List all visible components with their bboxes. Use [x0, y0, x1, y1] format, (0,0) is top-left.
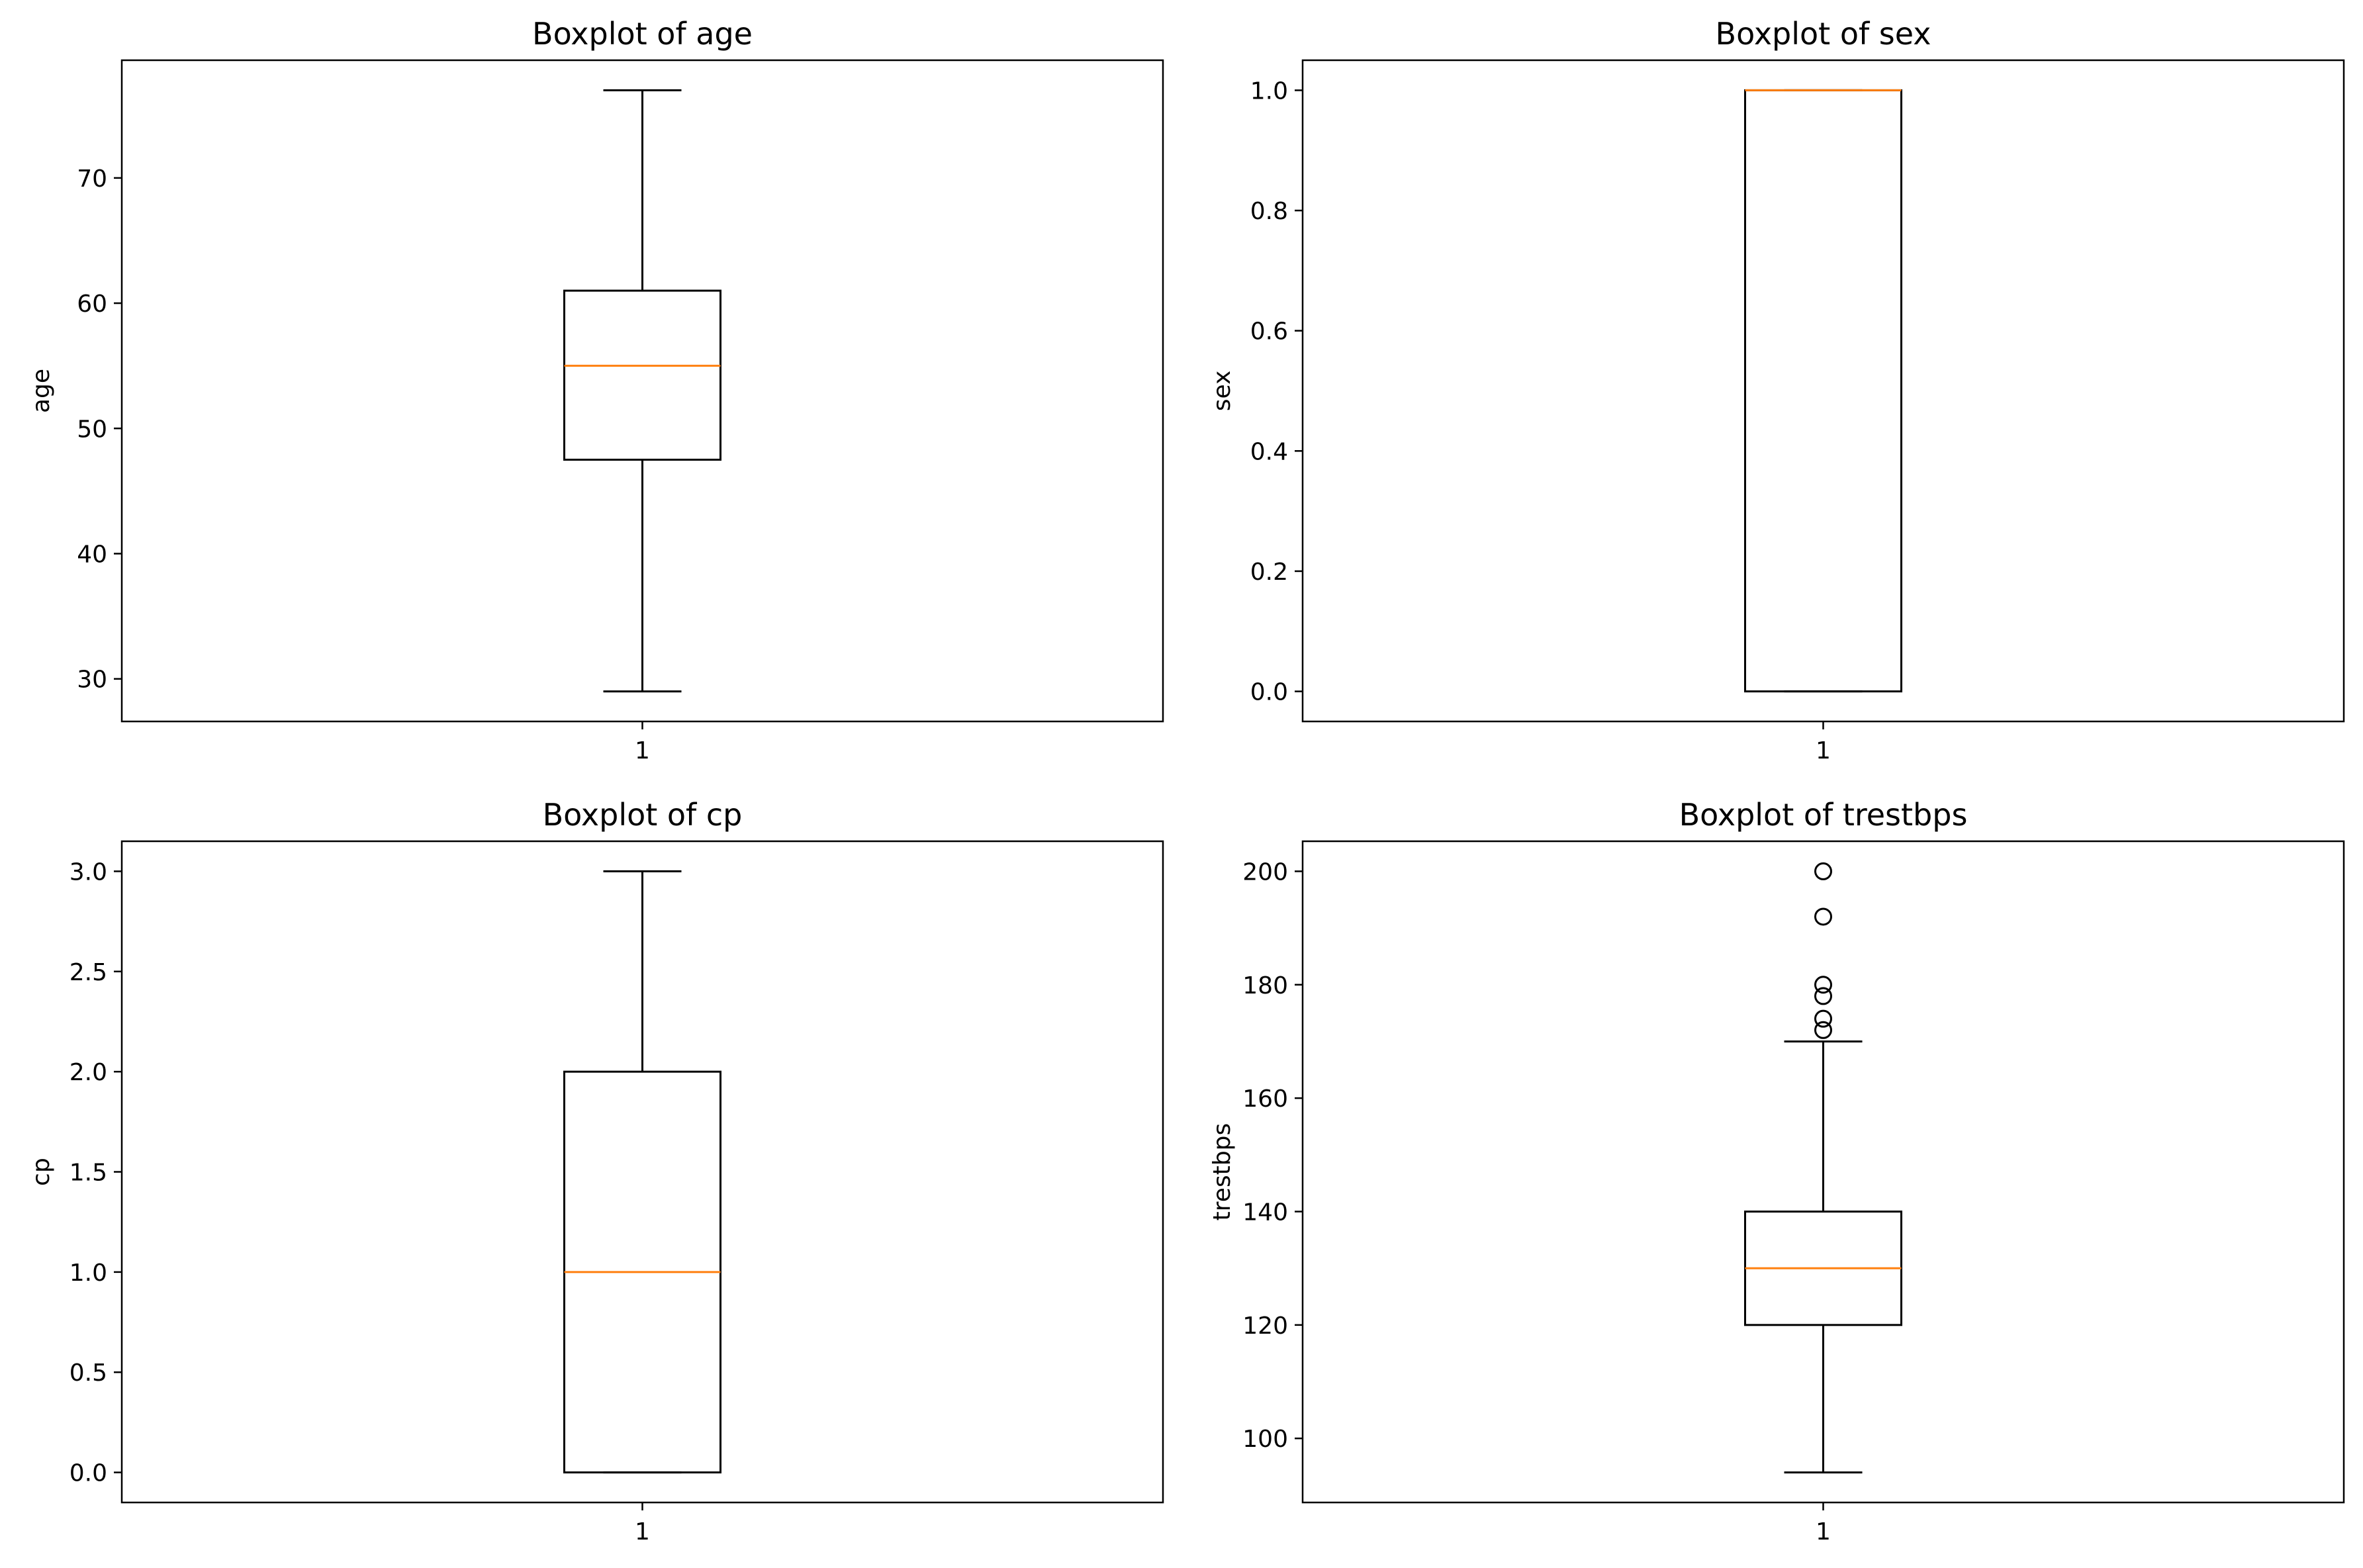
x-tick-label: 1	[1816, 737, 1831, 764]
y-axis-label: cp	[28, 1158, 55, 1186]
subplot-2: Boxplot of sex sex 0.0 0.2 0.4 0.6 0.8 1.0 1	[1209, 16, 2345, 764]
subplot-1: Boxplot of age age 30 40 50 60 70 1	[28, 16, 1164, 764]
y-tick-label: 200	[1242, 858, 1288, 886]
y-tick-label: 2.0	[70, 1059, 107, 1086]
outlier-point	[1814, 976, 1832, 994]
y-tick-label: 70	[77, 165, 107, 193]
y-tick-label: 1.0	[70, 1260, 107, 1287]
subplot-3: Boxplot of cp cp 0.0 0.5 1.0 1.5 2.0 2.5 3.0 1	[28, 797, 1164, 1545]
y-tick-label: 160	[1242, 1085, 1288, 1113]
y-tick-label: 100	[1242, 1426, 1288, 1453]
y-tick-label: 0.0	[70, 1460, 107, 1487]
x-tick-label: 1	[635, 737, 650, 764]
y-axis-label: age	[28, 369, 55, 413]
y-tick-label: 0.6	[1250, 318, 1288, 346]
x-tick-label: 1	[635, 1518, 650, 1545]
y-tick-label: 0.8	[1250, 198, 1288, 225]
y-tick-label: 0.4	[1250, 438, 1288, 465]
y-tick-label: 180	[1242, 972, 1288, 999]
chart-title: Boxplot of trestbps	[1679, 797, 1968, 833]
y-tick-label: 30	[77, 667, 107, 694]
y-tick-label: 0.0	[1250, 679, 1288, 706]
chart-title: Boxplot of age	[532, 16, 753, 52]
iqr-box	[563, 289, 721, 461]
y-tick-label: 3.0	[70, 858, 107, 886]
chart-title: Boxplot of cp	[543, 797, 743, 833]
y-tick-label: 40	[77, 541, 107, 568]
y-tick-label: 1.5	[70, 1160, 107, 1187]
outlier-point	[1814, 1021, 1832, 1039]
chart-title: Boxplot of sex	[1716, 16, 1931, 52]
subplot-4: Boxplot of trestbps trestbps 100 120 140 160 1…	[1209, 797, 2345, 1545]
y-axis-label: trestbps	[1209, 1123, 1236, 1221]
outlier-point	[1814, 1009, 1832, 1028]
y-tick-label: 120	[1242, 1313, 1288, 1340]
y-tick-label: 0.2	[1250, 559, 1288, 586]
x-tick-label: 1	[1816, 1518, 1831, 1545]
y-axis-label: sex	[1209, 371, 1236, 412]
y-tick-label: 1.0	[1250, 77, 1288, 105]
y-tick-label: 0.5	[70, 1360, 107, 1387]
y-tick-label: 2.5	[70, 959, 107, 986]
outlier-point	[1814, 987, 1832, 1005]
outlier-point	[1814, 907, 1832, 926]
outlier-point	[1814, 862, 1832, 880]
y-tick-label: 50	[77, 416, 107, 443]
y-tick-label: 60	[77, 291, 107, 318]
y-tick-label: 140	[1242, 1199, 1288, 1226]
